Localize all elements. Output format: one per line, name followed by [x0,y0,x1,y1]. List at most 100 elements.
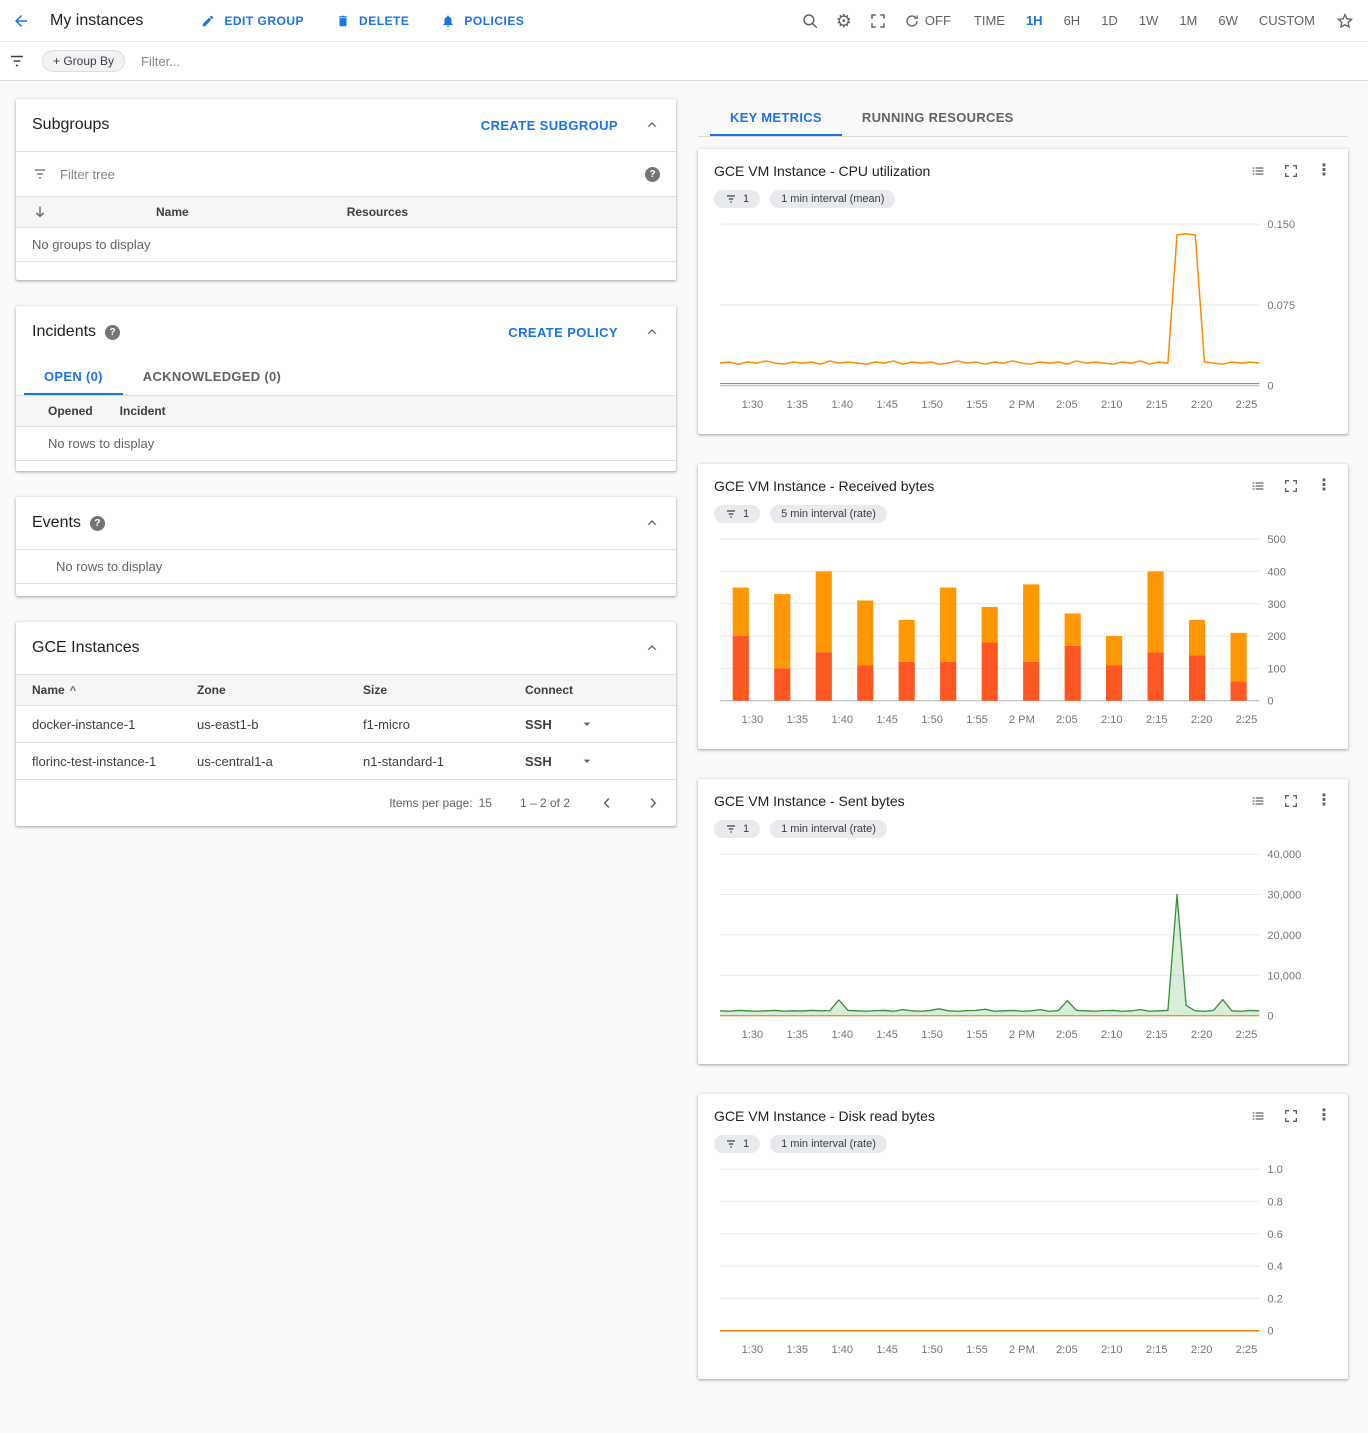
delete-label: DELETE [359,13,410,28]
filter-chip[interactable]: 1 [714,505,761,524]
incidents-help-icon[interactable]: ? [105,324,121,340]
legend-icon[interactable] [1250,163,1266,179]
chart-card-1: GCE VM Instance - CPU utilization ⋮ 1 1 min… [698,149,1348,435]
expand-chart-icon[interactable] [1283,163,1299,179]
gce-col-name[interactable]: Name ^ [32,683,77,697]
interval-chip[interactable]: 1 min interval (rate) [770,1135,887,1154]
subgroups-help-icon[interactable]: ? [645,166,660,182]
svg-text:1:45: 1:45 [876,1029,898,1041]
expand-chart-icon[interactable] [1283,1108,1299,1124]
edit-group-label: EDIT GROUP [224,13,305,28]
filter-chip[interactable]: 1 [714,1135,761,1154]
svg-text:2:05: 2:05 [1056,399,1078,411]
subgroups-col-resources[interactable]: Resources [346,205,409,219]
time-range-custom[interactable]: CUSTOM [1258,13,1315,28]
time-range-1h[interactable]: 1H [1025,13,1043,28]
svg-text:1:30: 1:30 [742,1029,764,1041]
svg-text:2:15: 2:15 [1146,399,1168,411]
legend-icon[interactable] [1250,1108,1266,1124]
star-icon[interactable] [1336,12,1354,30]
gce-col-size[interactable]: Size [363,683,388,697]
ssh-button[interactable]: SSH [525,716,552,732]
tab-acknowledged-incidents[interactable]: ACKNOWLEDGED (0) [142,369,282,384]
gce-instances-title: GCE Instances [32,639,140,656]
sort-asc-caret-icon: ^ [69,685,77,697]
time-range-1w[interactable]: 1W [1138,13,1159,28]
ssh-button[interactable]: SSH [525,753,552,769]
svg-text:2 PM: 2 PM [1009,714,1035,726]
svg-text:2:05: 2:05 [1056,1029,1078,1041]
next-page-chevron-icon[interactable] [644,794,662,812]
svg-text:2:15: 2:15 [1146,1344,1168,1356]
svg-text:0: 0 [1267,381,1273,393]
more-options-icon[interactable]: ⋮ [1316,792,1332,810]
main-content: Subgroups CREATE SUBGROUP Filter tree ? … [0,81,1368,1433]
more-options-icon[interactable]: ⋮ [1316,162,1332,179]
previous-page-chevron-icon[interactable] [598,794,616,812]
items-per-page-select[interactable]: 15 [478,796,492,810]
edit-group-button[interactable]: EDIT GROUP [201,14,304,28]
interval-chip[interactable]: 1 min interval (mean) [770,190,896,208]
filter-chip[interactable]: 1 [714,190,761,208]
auto-refresh-toggle[interactable]: OFF [904,13,951,29]
gce-instances-card: GCE Instances Name ^ Zone Size Connect do… [16,622,676,826]
delete-button[interactable]: DELETE [336,14,409,28]
more-options-icon[interactable]: ⋮ [1316,477,1332,495]
svg-text:2 PM: 2 PM [1009,399,1035,411]
legend-icon[interactable] [1250,478,1266,494]
filter-tree-input[interactable]: Filter tree [60,166,115,182]
subgroups-col-name[interactable]: Name [156,205,189,219]
more-options-icon[interactable]: ⋮ [1316,1107,1332,1125]
instance-name[interactable]: florinc-test-instance-1 [32,753,157,769]
tab-key-metrics[interactable]: KEY METRICS [710,99,842,136]
time-range-1d[interactable]: 1D [1101,13,1118,28]
create-subgroup-button[interactable]: CREATE SUBGROUP [480,117,618,133]
events-empty-text: No rows to display [16,549,676,584]
chart-plot: 0.150 0.075 0 1:30 1:35 1:40 1:45 1:50 1:55 2 PM 2… [719,219,1295,411]
time-range-buttons: 1H 6H 1D 1W 1M 6W CUSTOM [1026,13,1315,28]
search-icon[interactable] [801,12,819,30]
gce-col-zone[interactable]: Zone [197,683,226,697]
svg-text:2:20: 2:20 [1191,1029,1213,1041]
settings-gear-icon[interactable]: ⚙ [835,10,852,31]
filter-chip[interactable]: 1 [714,820,761,839]
svg-text:1:40: 1:40 [831,1344,853,1356]
filter-input[interactable]: Filter... [141,53,181,69]
events-collapse-chevron-icon[interactable] [644,515,660,531]
group-by-chip[interactable]: + Group By [42,50,126,72]
table-row: docker-instance-1 us-east1-b f1-micro SSH [16,706,676,743]
incidents-empty-text: No rows to display [16,427,676,461]
time-range-6w[interactable]: 6W [1218,13,1238,28]
gce-collapse-chevron-icon[interactable] [644,640,660,656]
tab-running-resources[interactable]: RUNNING RESOURCES [861,110,1014,125]
svg-text:1:50: 1:50 [921,1344,943,1356]
svg-text:500: 500 [1267,534,1286,546]
ssh-dropdown-caret-icon[interactable] [579,716,595,732]
expand-chart-icon[interactable] [1283,478,1299,494]
incidents-col-incident: Incident [119,404,166,418]
pencil-icon [201,14,215,28]
fullscreen-icon[interactable] [869,12,887,30]
svg-text:400: 400 [1267,567,1286,579]
time-range-1m[interactable]: 1M [1179,13,1198,28]
expand-chart-icon[interactable] [1283,793,1299,809]
create-policy-button[interactable]: CREATE POLICY [508,324,618,340]
back-arrow-icon[interactable] [12,12,30,30]
table-row: florinc-test-instance-1 us-central1-a n1-s… [16,743,676,780]
interval-chip[interactable]: 5 min interval (rate) [770,505,887,524]
subgroups-collapse-chevron-icon[interactable] [644,117,660,133]
time-range-6h[interactable]: 6H [1063,13,1081,28]
interval-chip[interactable]: 1 min interval (rate) [770,820,887,839]
filter-list-icon[interactable] [8,52,26,70]
incidents-collapse-chevron-icon[interactable] [644,324,660,340]
instance-name[interactable]: docker-instance-1 [32,716,136,732]
ssh-dropdown-caret-icon[interactable] [579,753,595,769]
tab-open-incidents[interactable]: OPEN (0) [24,358,123,395]
svg-text:30,000: 30,000 [1267,890,1301,902]
sort-down-arrow-icon[interactable] [32,204,48,220]
legend-icon[interactable] [1250,793,1266,809]
svg-text:40,000: 40,000 [1267,849,1301,861]
policies-button[interactable]: POLICIES [441,14,524,28]
svg-text:0.2: 0.2 [1267,1294,1282,1306]
events-help-icon[interactable]: ? [89,515,105,531]
